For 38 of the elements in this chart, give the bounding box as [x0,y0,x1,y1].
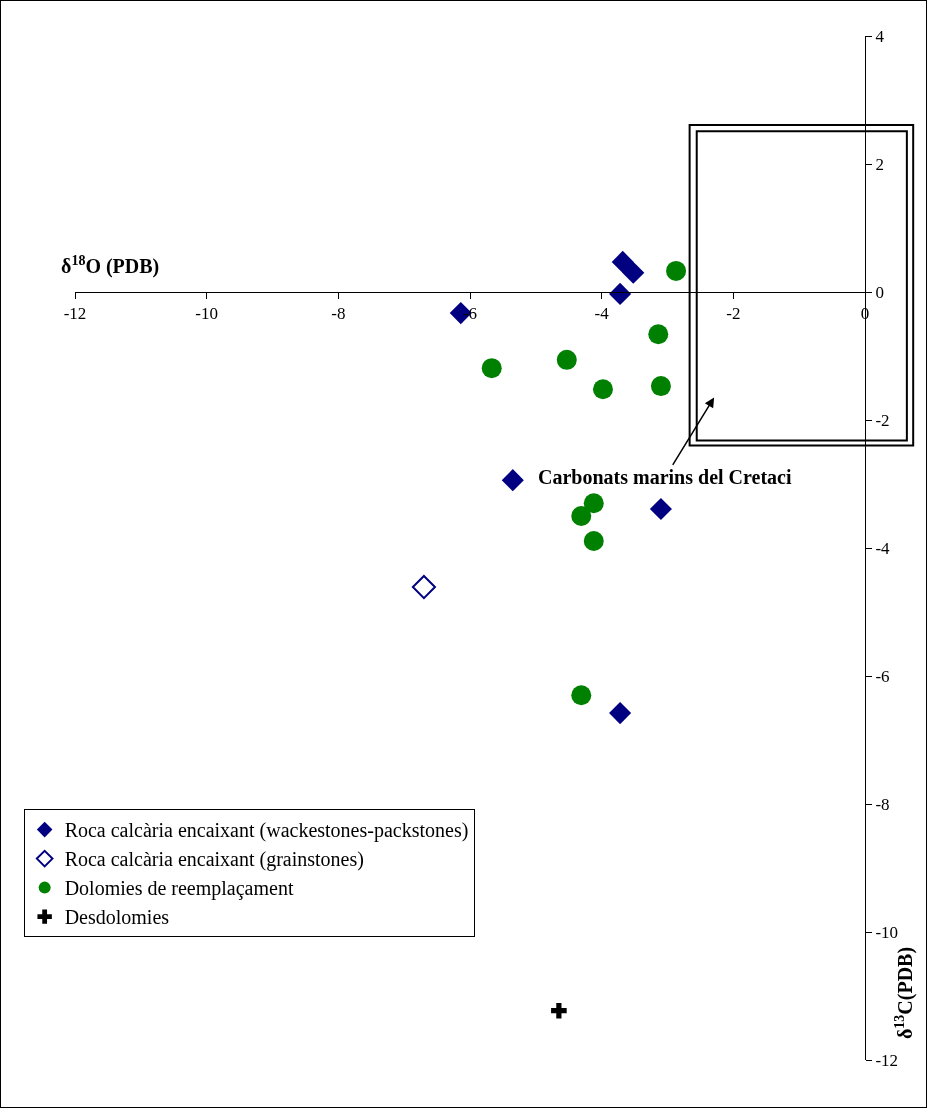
point [556,349,577,370]
legend-label: Roca calcària encaixant (wackestones-packstones) [64,819,469,843]
x-tick-label: -2 [726,304,741,324]
point [583,530,604,551]
y-tick-label: 4 [875,26,885,46]
y-tick-label: 0 [875,282,884,302]
x-axis-title: δ$^{18}$O (PDB) [61,253,160,279]
y-tick-label: -8 [875,794,890,814]
legend-label: Dolomies de reemplaçament [64,877,294,901]
point [648,324,669,345]
x-tick-label: -4 [594,304,610,324]
point [649,497,672,521]
point [609,702,632,725]
x-tick-label: -12 [63,304,87,324]
y-tick-label: -2 [875,410,890,430]
point [592,379,613,400]
point [571,506,592,526]
y-tick-label: -12 [875,1050,899,1070]
point [611,250,634,273]
annotation: Carbonats marins del Cretaci [538,466,792,488]
y-tick-label: 2 [875,154,884,174]
x-tick-label: -8 [331,304,346,324]
y-tick-label: -6 [875,666,890,686]
point [583,493,604,514]
point [551,1002,567,1019]
point [481,358,502,379]
point [622,261,645,284]
legend-label: Roca calcària encaixant (grainstones) [64,848,364,872]
point [571,685,592,706]
point [411,574,436,600]
y-tick-label: -10 [875,922,899,942]
legend-label: Desdolomies [64,906,170,929]
point [650,376,671,397]
point [501,469,524,492]
point [666,260,687,281]
x-tick-label: -10 [195,304,219,324]
point [609,282,632,305]
y-tick-label: -4 [875,538,891,558]
